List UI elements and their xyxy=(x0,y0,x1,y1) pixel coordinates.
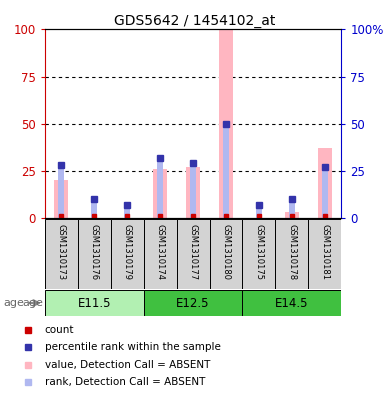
Bar xyxy=(153,169,167,218)
Text: GSM1310175: GSM1310175 xyxy=(254,224,263,280)
Bar xyxy=(45,219,78,289)
Bar xyxy=(243,219,275,289)
Text: GSM1310176: GSM1310176 xyxy=(90,224,99,280)
Text: value, Detection Call = ABSENT: value, Detection Call = ABSENT xyxy=(44,360,210,370)
Bar xyxy=(285,213,299,218)
Bar xyxy=(322,167,328,218)
Text: age: age xyxy=(22,298,43,308)
Text: E14.5: E14.5 xyxy=(275,296,308,310)
Bar xyxy=(308,219,341,289)
Bar xyxy=(124,205,130,218)
Bar xyxy=(289,199,295,218)
Text: GSM1310180: GSM1310180 xyxy=(222,224,230,280)
Text: GDS5642 / 1454102_at: GDS5642 / 1454102_at xyxy=(114,14,276,28)
Bar xyxy=(186,167,200,218)
Bar xyxy=(219,29,233,218)
Bar xyxy=(190,163,196,218)
Bar xyxy=(78,219,111,289)
Bar xyxy=(58,165,64,218)
Text: age: age xyxy=(4,298,25,308)
Bar xyxy=(54,180,68,218)
Bar xyxy=(223,124,229,218)
Bar xyxy=(157,158,163,218)
Bar xyxy=(144,290,243,316)
Bar xyxy=(91,199,97,218)
Bar xyxy=(256,205,262,218)
Bar xyxy=(144,219,177,289)
Text: GSM1310178: GSM1310178 xyxy=(287,224,296,280)
Text: GSM1310181: GSM1310181 xyxy=(320,224,329,280)
Bar xyxy=(318,148,332,218)
Bar xyxy=(275,219,308,289)
Text: E11.5: E11.5 xyxy=(78,296,111,310)
Text: GSM1310174: GSM1310174 xyxy=(156,224,165,280)
Text: GSM1310177: GSM1310177 xyxy=(188,224,198,280)
Bar xyxy=(177,219,209,289)
Text: E12.5: E12.5 xyxy=(176,296,210,310)
Text: count: count xyxy=(44,325,74,335)
Bar xyxy=(45,290,144,316)
Text: GSM1310179: GSM1310179 xyxy=(123,224,132,280)
Text: percentile rank within the sample: percentile rank within the sample xyxy=(44,342,220,353)
Text: GSM1310173: GSM1310173 xyxy=(57,224,66,280)
Text: rank, Detection Call = ABSENT: rank, Detection Call = ABSENT xyxy=(44,377,205,387)
Bar xyxy=(209,219,243,289)
Bar xyxy=(111,219,144,289)
Bar xyxy=(243,290,341,316)
